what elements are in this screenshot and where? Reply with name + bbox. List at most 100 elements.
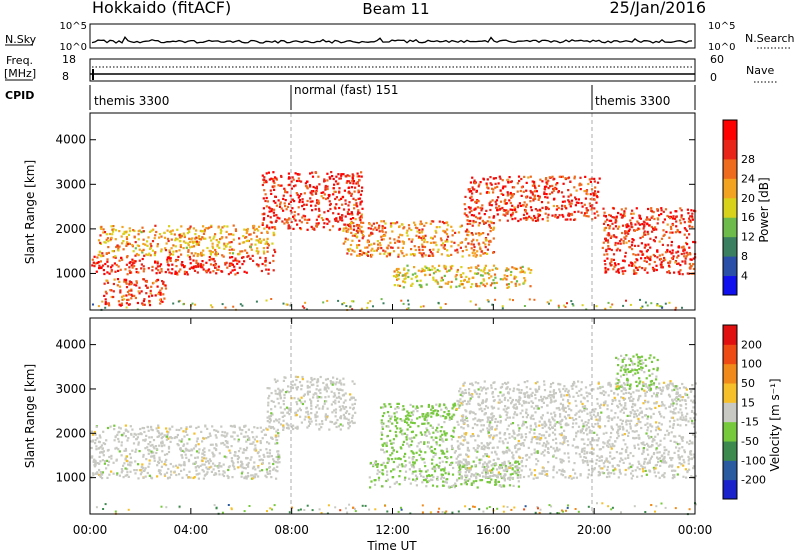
power-echo-cell	[476, 285, 479, 288]
power-echo-cell	[443, 264, 446, 267]
power-noise-cell	[221, 303, 224, 306]
power-echo-cell	[460, 241, 464, 244]
power-echo-cell	[111, 228, 114, 231]
power-echo-cell	[516, 182, 519, 185]
power-echo-cell	[472, 214, 476, 217]
freq-tick-top: 18	[62, 53, 76, 66]
power-echo-cell	[324, 188, 327, 191]
power-echo-cell	[585, 207, 588, 210]
vel-echo-cell	[397, 402, 400, 405]
power-echo-cell	[618, 249, 622, 252]
power-colorbar-tick: 28	[741, 153, 755, 166]
vel-echo-cell	[373, 461, 377, 464]
vel-echo-cell	[403, 455, 406, 458]
vel-echo-cell	[448, 412, 451, 416]
vel-echo-cell	[505, 387, 508, 390]
power-echo-cell	[492, 191, 495, 194]
power-echo-cell	[427, 254, 430, 257]
power-echo-cell	[552, 189, 555, 192]
power-echo-cell	[675, 220, 678, 223]
power-echo-cell	[424, 234, 427, 237]
power-echo-cell	[328, 200, 331, 203]
power-echo-cell	[606, 218, 609, 221]
power-echo-cell	[689, 215, 692, 218]
power-echo-cell	[516, 190, 519, 193]
power-echo-cell	[663, 256, 666, 260]
power-echo-cell	[465, 214, 468, 217]
power-echo-cell	[220, 229, 223, 233]
vel-echo-cell	[308, 390, 311, 393]
power-echo-cell	[607, 247, 610, 250]
power-echo-cell	[476, 217, 479, 220]
vel-echo-cell	[435, 412, 439, 415]
vel-echo-cell	[407, 411, 410, 415]
vel-echo-cell	[246, 475, 249, 478]
power-echo-cell	[341, 195, 345, 198]
power-echo-cell	[356, 182, 359, 185]
power-echo-cell	[529, 271, 532, 274]
power-echo-cell	[547, 187, 550, 190]
power-echo-cell	[151, 269, 154, 272]
power-echo-cell	[112, 282, 115, 286]
power-echo-cell	[351, 239, 354, 242]
power-echo-cell	[440, 276, 443, 279]
power-echo-cell	[505, 267, 508, 270]
power-echo-cell	[413, 221, 416, 224]
freq-panel: Freq. [MHz] 18 8 60 0 Nave	[4, 53, 778, 84]
power-echo-cell	[614, 218, 617, 221]
vel-echo-cell	[658, 410, 661, 414]
power-echo-cell	[243, 270, 246, 273]
vel-echo-cell	[452, 413, 455, 416]
vel-echo-cell	[340, 415, 343, 418]
vel-echo-cell	[560, 470, 563, 473]
power-echo-band-2	[97, 224, 277, 258]
vel-echo-cell	[310, 404, 313, 407]
power-echo-cell	[121, 225, 124, 229]
vel-echo-cell	[492, 458, 495, 462]
vel-echo-cell	[440, 408, 443, 411]
power-echo-cell	[615, 249, 618, 252]
power-echo-cell	[642, 227, 645, 230]
power-echo-cell	[662, 210, 665, 213]
power-echo-cell	[338, 190, 341, 193]
power-echo-cell	[614, 225, 618, 228]
vel-echo-cell	[112, 461, 115, 464]
power-echo-cell	[315, 218, 318, 221]
vel-echo-cell	[678, 387, 681, 390]
power-echo-cell	[639, 236, 642, 240]
vel-echo-cell	[205, 466, 208, 469]
vel-echo-cell	[504, 438, 507, 441]
vel-echo-cell	[293, 397, 296, 400]
power-echo-cell	[327, 209, 330, 213]
power-echo-cell	[656, 217, 659, 220]
power-echo-cell	[507, 285, 510, 289]
vel-echo-cell	[538, 442, 541, 445]
power-echo-cell	[385, 255, 388, 258]
power-echo-cell	[692, 267, 696, 271]
power-echo-cell	[178, 270, 181, 273]
vel-echo-cell	[249, 458, 252, 461]
power-echo-cell	[524, 216, 528, 219]
vel-echo-cell	[413, 422, 416, 425]
power-echo-cell	[560, 191, 564, 194]
vel-echo-cell	[276, 442, 279, 445]
power-echo-cell	[249, 233, 252, 236]
power-echo-cell	[125, 242, 128, 245]
vel-echo-cell	[421, 422, 424, 425]
power-echo-cell	[164, 271, 167, 274]
power-echo-cell	[690, 209, 693, 212]
vel-echo-cell	[144, 467, 147, 470]
power-echo-cell	[384, 231, 387, 234]
power-echo-cell	[410, 277, 413, 280]
power-echo-cell	[533, 182, 536, 185]
vel-echo-cell	[202, 449, 205, 452]
vel-echo-cell	[93, 430, 96, 434]
power-echo-cell	[660, 212, 663, 216]
power-echo-cell	[113, 262, 116, 265]
power-echo-cell	[454, 231, 457, 234]
vel-echo-cell	[278, 418, 281, 421]
power-echo-cell	[552, 187, 555, 190]
power-echo-cell	[536, 217, 539, 220]
vel-echo-cell	[369, 486, 372, 489]
power-echo-cell	[272, 200, 275, 203]
